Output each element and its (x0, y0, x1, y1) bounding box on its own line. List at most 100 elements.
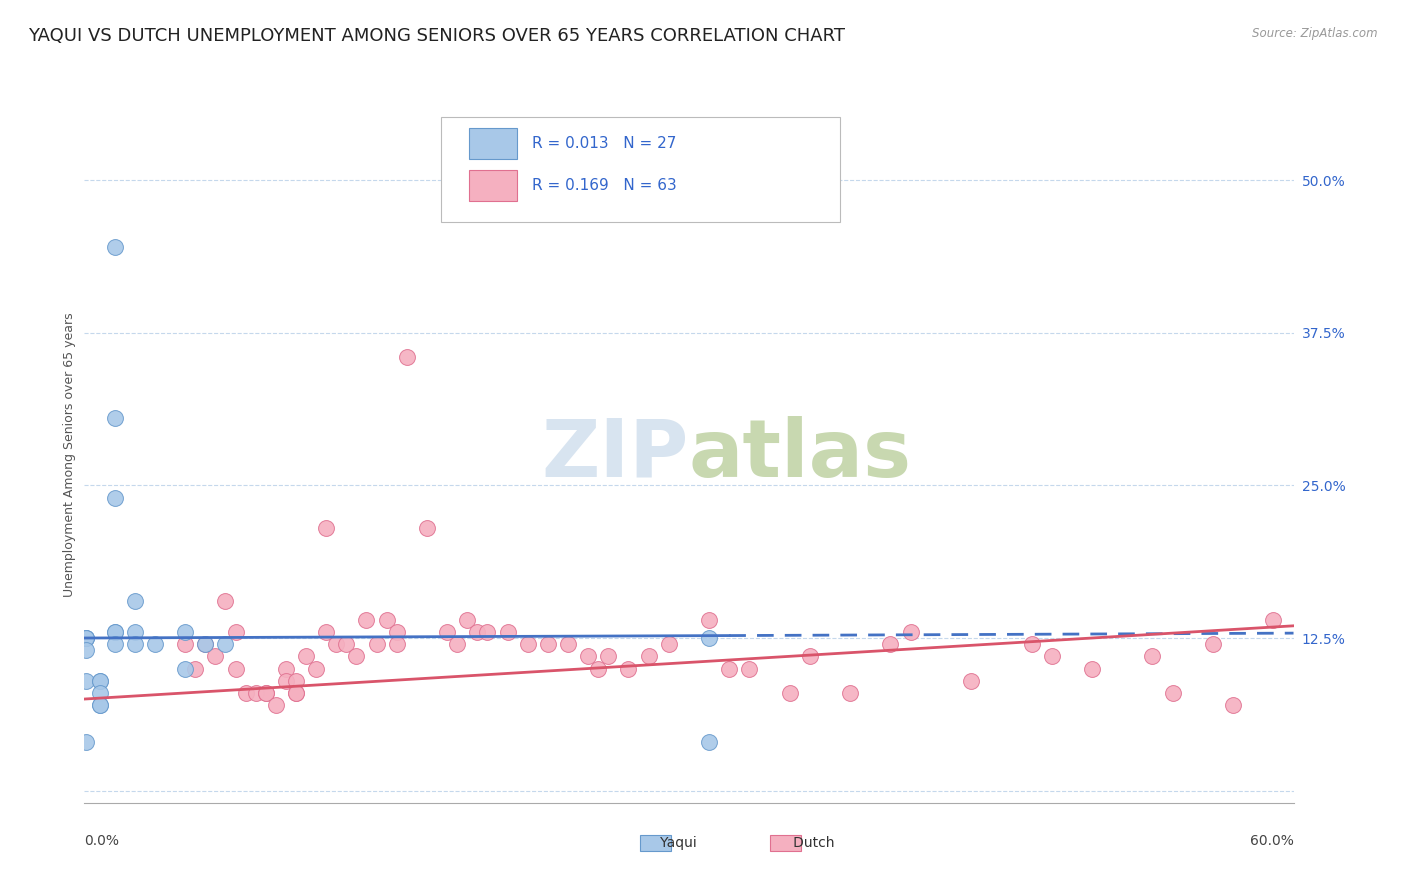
Point (446, 637, 468, 651)
Point (194, 637, 217, 651)
FancyBboxPatch shape (468, 128, 517, 159)
Point (637, 649, 659, 664)
Point (477, 624, 499, 639)
Point (879, 637, 901, 651)
FancyBboxPatch shape (770, 835, 801, 851)
Point (104, 637, 127, 651)
Point (375, 613, 398, 627)
Point (89, 686, 111, 700)
Point (456, 613, 478, 627)
Point (1142, 649, 1164, 664)
Point (204, 649, 226, 664)
Point (346, 649, 368, 664)
Point (174, 637, 197, 651)
FancyBboxPatch shape (441, 118, 841, 222)
Point (1222, 698, 1244, 713)
Point (194, 637, 217, 651)
Point (576, 649, 599, 664)
Text: atlas: atlas (689, 416, 912, 494)
Point (254, 686, 277, 700)
FancyBboxPatch shape (640, 835, 671, 851)
Point (436, 624, 458, 639)
Point (284, 686, 308, 700)
Point (617, 661, 640, 675)
Point (89, 673, 111, 688)
Point (143, 637, 166, 651)
Point (1161, 686, 1184, 700)
Point (104, 411, 127, 425)
Point (1040, 649, 1063, 664)
Point (245, 686, 267, 700)
Point (1021, 637, 1043, 651)
Point (284, 686, 308, 700)
Point (264, 698, 287, 713)
Point (89, 698, 111, 713)
Point (416, 521, 439, 535)
Point (588, 661, 610, 675)
Point (799, 649, 821, 664)
Point (124, 624, 146, 639)
Point (335, 637, 357, 651)
Point (104, 624, 127, 639)
Point (75, 673, 97, 688)
Text: 0.0%: 0.0% (84, 834, 120, 848)
Text: ZIP: ZIP (541, 416, 689, 494)
Point (960, 673, 983, 688)
Point (274, 673, 297, 688)
Point (557, 637, 579, 651)
Point (537, 637, 560, 651)
Point (356, 613, 378, 627)
Point (214, 637, 236, 651)
Point (385, 624, 408, 639)
Point (295, 649, 318, 664)
Point (496, 624, 519, 639)
Point (235, 686, 257, 700)
Point (274, 661, 297, 675)
Point (104, 491, 127, 505)
Point (89, 698, 111, 713)
Text: YAQUI VS DUTCH UNEMPLOYMENT AMONG SENIORS OVER 65 YEARS CORRELATION CHART: YAQUI VS DUTCH UNEMPLOYMENT AMONG SENIOR… (28, 27, 845, 45)
Point (75, 735, 97, 749)
Point (124, 594, 146, 608)
Point (315, 624, 337, 639)
Point (697, 613, 720, 627)
Point (75, 631, 97, 645)
Point (214, 594, 236, 608)
Point (104, 624, 127, 639)
Point (174, 624, 197, 639)
Point (1081, 661, 1104, 675)
Point (104, 240, 127, 254)
Point (658, 637, 681, 651)
Text: R = 0.013   N = 27: R = 0.013 N = 27 (531, 136, 676, 151)
Text: Dutch: Dutch (780, 836, 835, 850)
Point (305, 661, 328, 675)
Text: Source: ZipAtlas.com: Source: ZipAtlas.com (1253, 27, 1378, 40)
Point (315, 521, 337, 535)
Point (254, 686, 277, 700)
Point (467, 624, 489, 639)
Point (779, 686, 801, 700)
Point (598, 649, 620, 664)
Point (839, 686, 862, 700)
Point (75, 631, 97, 645)
Point (225, 624, 247, 639)
Point (184, 661, 207, 675)
Point (697, 631, 720, 645)
Point (89, 673, 111, 688)
Point (284, 673, 308, 688)
Point (1263, 613, 1285, 627)
Text: R = 0.169   N = 63: R = 0.169 N = 63 (531, 178, 676, 193)
Point (718, 661, 741, 675)
Point (75, 643, 97, 657)
Point (516, 637, 538, 651)
Point (900, 624, 922, 639)
Point (225, 661, 247, 675)
Point (395, 351, 418, 365)
Y-axis label: Unemployment Among Seniors over 65 years: Unemployment Among Seniors over 65 years (63, 312, 76, 598)
Point (174, 661, 197, 675)
Point (385, 637, 408, 651)
Point (738, 661, 761, 675)
Text: 60.0%: 60.0% (1250, 834, 1294, 848)
Point (366, 637, 388, 651)
Text: Yaqui: Yaqui (647, 836, 696, 850)
